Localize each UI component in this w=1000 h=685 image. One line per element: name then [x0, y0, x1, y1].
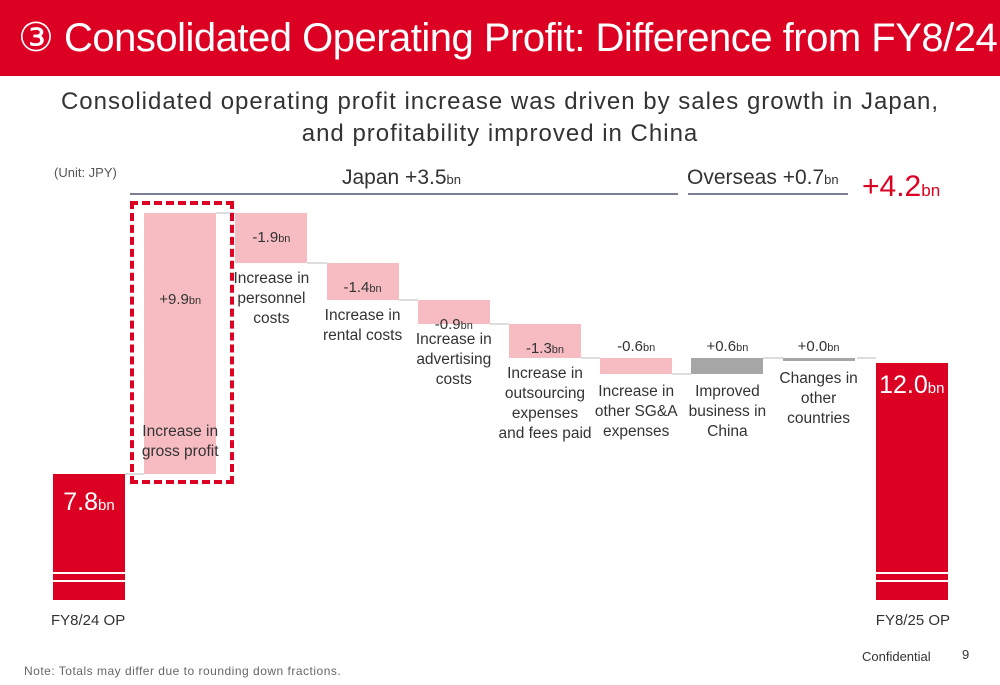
bar-7: [782, 358, 855, 362]
value-label-start: 7.8bn: [63, 487, 115, 516]
subtitle-line-1: Consolidated operating profit increase w…: [60, 88, 940, 115]
value-label: +0.0bn: [797, 338, 840, 356]
total-change-value: +4.2: [862, 170, 922, 203]
overseas-segment-value: Overseas +0.7: [687, 166, 825, 189]
connector: [125, 472, 145, 475]
suffix: bn: [824, 172, 839, 187]
total-change-label: +4.2bn: [862, 170, 940, 204]
value-label: +0.6bn: [706, 338, 749, 356]
bar-start: [53, 473, 125, 600]
connector: [581, 357, 601, 360]
page-number: 9: [962, 647, 970, 662]
axis-break: [23, 572, 133, 582]
suffix: bn: [446, 172, 461, 187]
connector: [398, 299, 418, 302]
category-label: Increase in personnel costs: [233, 270, 310, 328]
value-label-end: 12.0bn: [879, 371, 945, 400]
category-label: Increase in rental costs: [322, 307, 403, 345]
category-label: Increase in outsourcing expenses and fee…: [498, 365, 592, 443]
suffix: bn: [921, 181, 941, 200]
highlight-box: [130, 201, 234, 484]
bar-3: [417, 300, 490, 324]
bar-end: [875, 363, 948, 600]
bar-0: [144, 213, 217, 474]
value-label: -0.6bn: [617, 338, 656, 356]
connector: [307, 262, 327, 265]
category-label: Increase in gross profit: [141, 422, 219, 460]
connector: [672, 372, 692, 375]
footnote: Note: Totals may differ due to rounding …: [24, 664, 342, 678]
bar-6: [691, 358, 764, 374]
category-label: Changes in other countries: [779, 370, 858, 428]
subtitle: Consolidated operating profit increase w…: [0, 86, 1000, 150]
value-label: -1.4bn: [343, 279, 382, 297]
axis-break: [850, 572, 961, 582]
overseas-segment-label: Overseas +0.7bn: [687, 166, 839, 190]
confidential-label: Confidential: [862, 649, 931, 664]
subtitle-line-2: and profitability improved in China: [301, 120, 699, 147]
connector: [856, 357, 876, 360]
connector: [216, 212, 236, 215]
bar-5: [600, 358, 673, 374]
value-label: +9.9bn: [159, 291, 202, 309]
value-label: -1.3bn: [525, 339, 565, 357]
bar-1: [235, 213, 308, 264]
connector: [763, 357, 783, 360]
overseas-segment-line: [688, 193, 848, 195]
connector: [489, 322, 509, 325]
japan-segment-value: Japan +3.5: [342, 166, 447, 189]
x-label-start: FY8/24 OP: [51, 612, 126, 629]
category-label: Improved business in China: [688, 382, 767, 440]
category-label: Increase in advertising costs: [415, 330, 492, 388]
x-label-end: FY8/25 OP: [875, 612, 950, 629]
unit-label: (Unit: JPY): [54, 165, 117, 180]
value-label: -0.9bn: [434, 316, 473, 334]
value-label: -1.9bn: [252, 229, 291, 247]
slide-title: ③ Consolidated Operating Profit: Differe…: [0, 0, 1000, 76]
japan-segment-line: [130, 193, 678, 195]
category-label: Increase in other SG&A expenses: [594, 382, 678, 440]
bar-2: [326, 263, 399, 301]
bar-4: [509, 323, 581, 359]
japan-segment-label: Japan +3.5bn: [342, 166, 461, 190]
